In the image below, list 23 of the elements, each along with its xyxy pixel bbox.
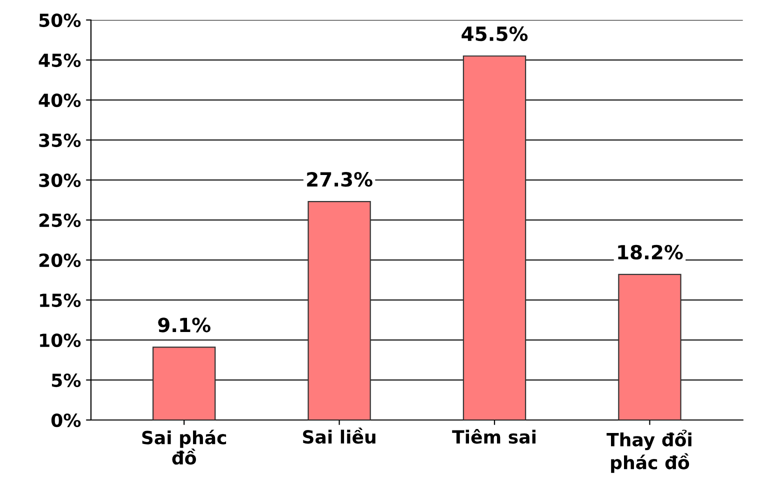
x-tick-label: Sai liều bbox=[303, 428, 376, 444]
y-tick-label: 45% bbox=[38, 53, 81, 68]
y-tick-label: 40% bbox=[38, 93, 81, 108]
x-tick-label: Thay đổi phác đồ bbox=[606, 430, 692, 473]
x-tick-label: Sai phác đồ bbox=[142, 430, 226, 465]
bar bbox=[308, 201, 371, 420]
bar bbox=[618, 274, 682, 420]
y-tick-label: 0% bbox=[51, 413, 81, 428]
x-tick-label: Tiêm sai bbox=[452, 429, 536, 444]
y-tick-label: 25% bbox=[39, 213, 81, 228]
y-tick-label: 50% bbox=[39, 13, 81, 28]
data-label: 9.1% bbox=[158, 318, 210, 332]
y-tick-label: 5% bbox=[52, 373, 81, 388]
y-tick-label: 35% bbox=[39, 133, 81, 148]
y-tick-label: 10% bbox=[40, 333, 81, 348]
bar bbox=[152, 346, 216, 420]
bar bbox=[462, 55, 526, 420]
y-tick-label: 15% bbox=[40, 293, 81, 308]
data-label: 45.5% bbox=[462, 26, 528, 42]
data-label: 27.3% bbox=[307, 172, 372, 187]
y-tick-label: 30% bbox=[39, 173, 81, 188]
data-label: 18.2% bbox=[618, 244, 683, 260]
y-tick-label: 20% bbox=[39, 253, 81, 268]
